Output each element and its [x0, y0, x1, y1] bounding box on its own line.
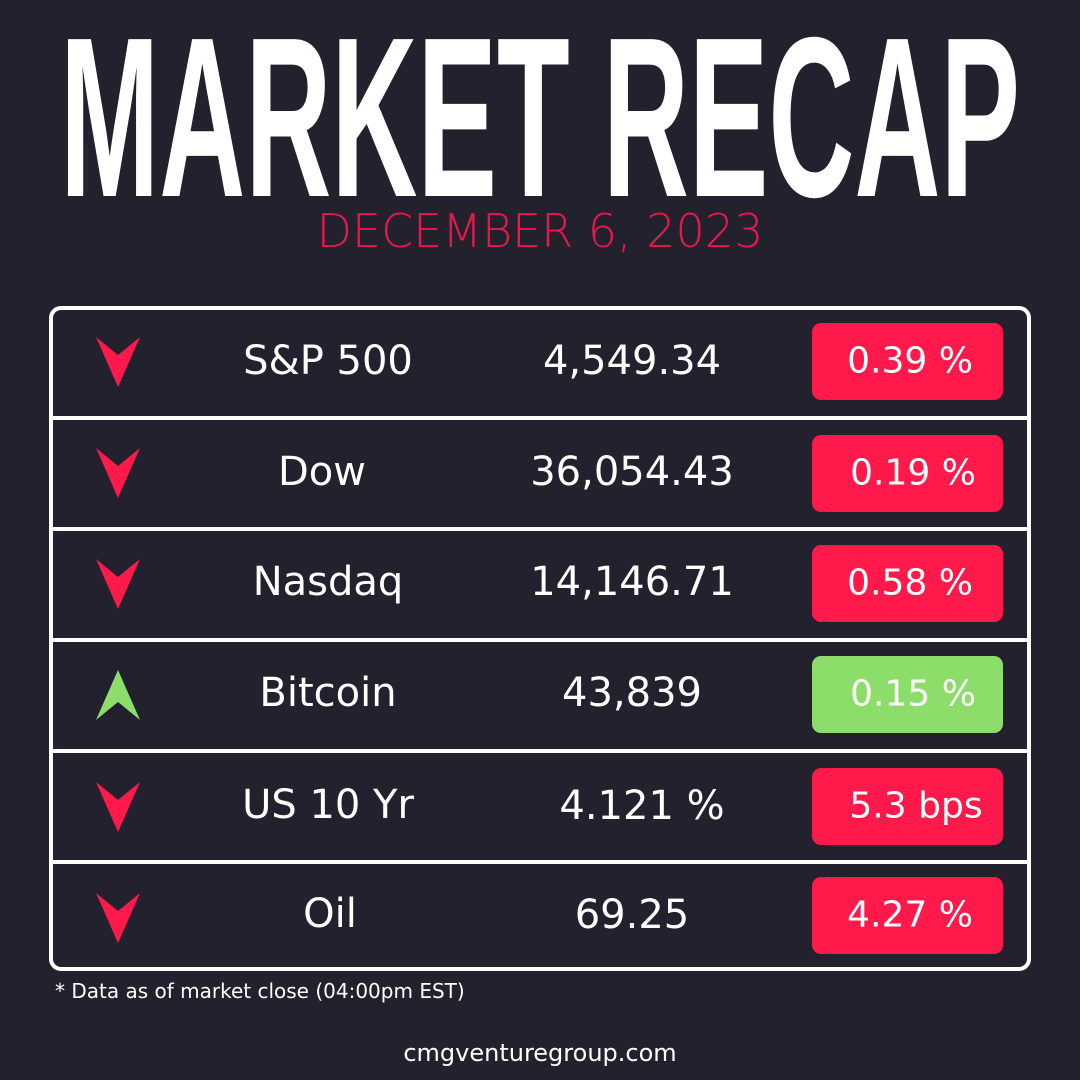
down-arrow: [96, 893, 140, 943]
row-value: 4.121 %: [559, 783, 724, 829]
row-value: 4,549.34: [543, 338, 721, 384]
row-change: 4.27 %: [847, 895, 973, 936]
down-arrow: [96, 448, 140, 498]
change-badge: [812, 877, 1003, 954]
row-name: Dow: [278, 449, 366, 495]
down-arrow: [96, 559, 140, 609]
row-change: 0.15 %: [850, 674, 976, 715]
down-arrow: [96, 337, 140, 387]
row-name: US 10 Yr: [242, 782, 414, 828]
change-badge: [812, 545, 1003, 622]
row-value: 14,146.71: [530, 559, 734, 605]
title: MARKET RECAP: [60, 0, 1020, 245]
change-badge: [812, 768, 1003, 845]
row-value: 36,054.43: [530, 449, 734, 495]
up-arrow: [96, 670, 140, 720]
row-name: Oil: [303, 891, 357, 937]
footnote: * Data as of market close (04:00pm EST): [55, 979, 465, 1003]
change-badge: [812, 435, 1003, 512]
row-value: 43,839: [562, 670, 702, 716]
change-badge: [812, 323, 1003, 400]
row-name: S&P 500: [243, 338, 413, 384]
row-name: Nasdaq: [253, 559, 404, 605]
row-change: 0.39 %: [847, 341, 973, 382]
row-change: 0.58 %: [847, 563, 973, 604]
row-change: 5.3 bps: [849, 786, 982, 827]
change-badge: [812, 656, 1003, 733]
website: cmgventuregroup.com: [403, 1039, 676, 1067]
row-name: Bitcoin: [259, 670, 396, 716]
row-value: 69.25: [575, 892, 690, 938]
down-arrow: [96, 782, 140, 832]
date: DECEMBER 6, 2023: [317, 204, 764, 258]
row-change: 0.19 %: [850, 453, 976, 494]
